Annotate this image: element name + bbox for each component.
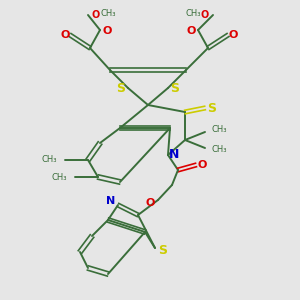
Text: O: O	[197, 160, 207, 170]
Text: N: N	[106, 196, 116, 206]
Text: N: N	[169, 148, 179, 161]
Text: S: S	[158, 244, 167, 256]
Text: O: O	[102, 26, 112, 36]
Text: S: S	[170, 82, 179, 94]
Text: CH₃: CH₃	[100, 10, 116, 19]
Text: S: S	[208, 101, 217, 115]
Text: CH₃: CH₃	[211, 125, 227, 134]
Text: CH₃: CH₃	[185, 10, 201, 19]
Text: S: S	[116, 82, 125, 94]
Text: O: O	[60, 30, 70, 40]
Text: O: O	[186, 26, 196, 36]
Text: O: O	[92, 10, 100, 20]
Text: O: O	[228, 30, 238, 40]
Text: O: O	[201, 10, 209, 20]
Text: O: O	[145, 198, 155, 208]
Text: CH₃: CH₃	[41, 155, 57, 164]
Text: CH₃: CH₃	[211, 146, 227, 154]
Text: CH₃: CH₃	[51, 172, 67, 182]
